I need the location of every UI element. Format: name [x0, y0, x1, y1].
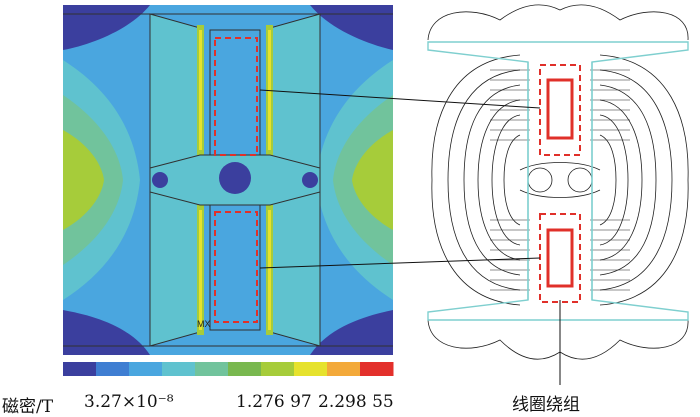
bridge-left-spot [152, 172, 168, 188]
scale-swatch [63, 362, 97, 376]
legend-min-value: 3.27×10⁻⁸ [84, 392, 174, 412]
flux-right-loop-5 [599, 114, 629, 246]
lower-coil-dashed-box [214, 211, 258, 323]
right-upper-slot-core [268, 30, 271, 150]
left-lower-slot-core [199, 210, 202, 330]
flux-right-loop-2 [599, 69, 673, 291]
flux-left-loop-6 [503, 134, 521, 226]
scale-swatch [327, 362, 361, 376]
flux-device-outline [427, 41, 689, 321]
scale-swatch [195, 362, 229, 376]
left-upper-slot-core [199, 30, 202, 150]
flux-right-loop-3 [599, 84, 657, 276]
flux-core-hatching [490, 69, 630, 291]
contour-corner-top-left [63, 5, 150, 50]
connector-lines [259, 89, 561, 385]
upper-coil-dashed-box [214, 37, 258, 156]
flux-upper-coil-solid [546, 78, 574, 140]
flux-bottom-lobes [427, 319, 689, 360]
connector-upper [259, 89, 541, 109]
contour-corner-bottom-right [310, 310, 393, 355]
flux-left-loop-4 [477, 99, 521, 261]
flux-right-loop-4 [599, 99, 643, 261]
connector-lower [259, 257, 541, 269]
flux-lower-coil-dashed [539, 213, 581, 303]
contour-right-band-3 [352, 130, 393, 230]
flux-right-loop-6 [599, 134, 617, 226]
legend-label: 磁密/T [2, 397, 54, 417]
scale-swatch [96, 362, 130, 376]
flux-left-loop-3 [463, 84, 521, 276]
legend-mid-value: 1.276 97 [236, 392, 312, 412]
flux-line-plot [427, 4, 689, 360]
mx-tag: MX [197, 319, 211, 329]
flux-left-loop-1 [431, 54, 521, 306]
flux-left-loop-5 [491, 114, 521, 246]
center-low-field-spot [219, 162, 251, 194]
scale-swatch [228, 362, 262, 376]
flux-lower-coil-solid [546, 228, 574, 288]
scale-swatch [360, 362, 394, 376]
bridge-right-spot [302, 172, 318, 188]
flux-upper-coil-dashed [539, 64, 581, 156]
flux-center-lines [519, 162, 601, 198]
flux-right-loop-1 [599, 54, 689, 306]
color-scale-bar [63, 362, 394, 376]
coil-label: 线圈绕组 [512, 395, 580, 415]
flux-density-contour-plot: MX [63, 5, 393, 355]
flux-top-lobes [427, 4, 689, 41]
scale-swatch [129, 362, 163, 376]
contour-corner-bottom-left [63, 310, 150, 355]
flux-center-ring-right [567, 167, 593, 193]
contour-corner-top-right [310, 5, 393, 50]
flux-left-loop-2 [447, 69, 521, 291]
scale-swatch [162, 362, 196, 376]
legend-max-value: 2.298 55 [318, 392, 394, 412]
scale-swatch [294, 362, 328, 376]
right-lower-slot-core [268, 210, 271, 330]
flux-center-ring-left [527, 167, 553, 193]
scale-swatch [261, 362, 295, 376]
contour-left-band-3 [63, 130, 104, 230]
